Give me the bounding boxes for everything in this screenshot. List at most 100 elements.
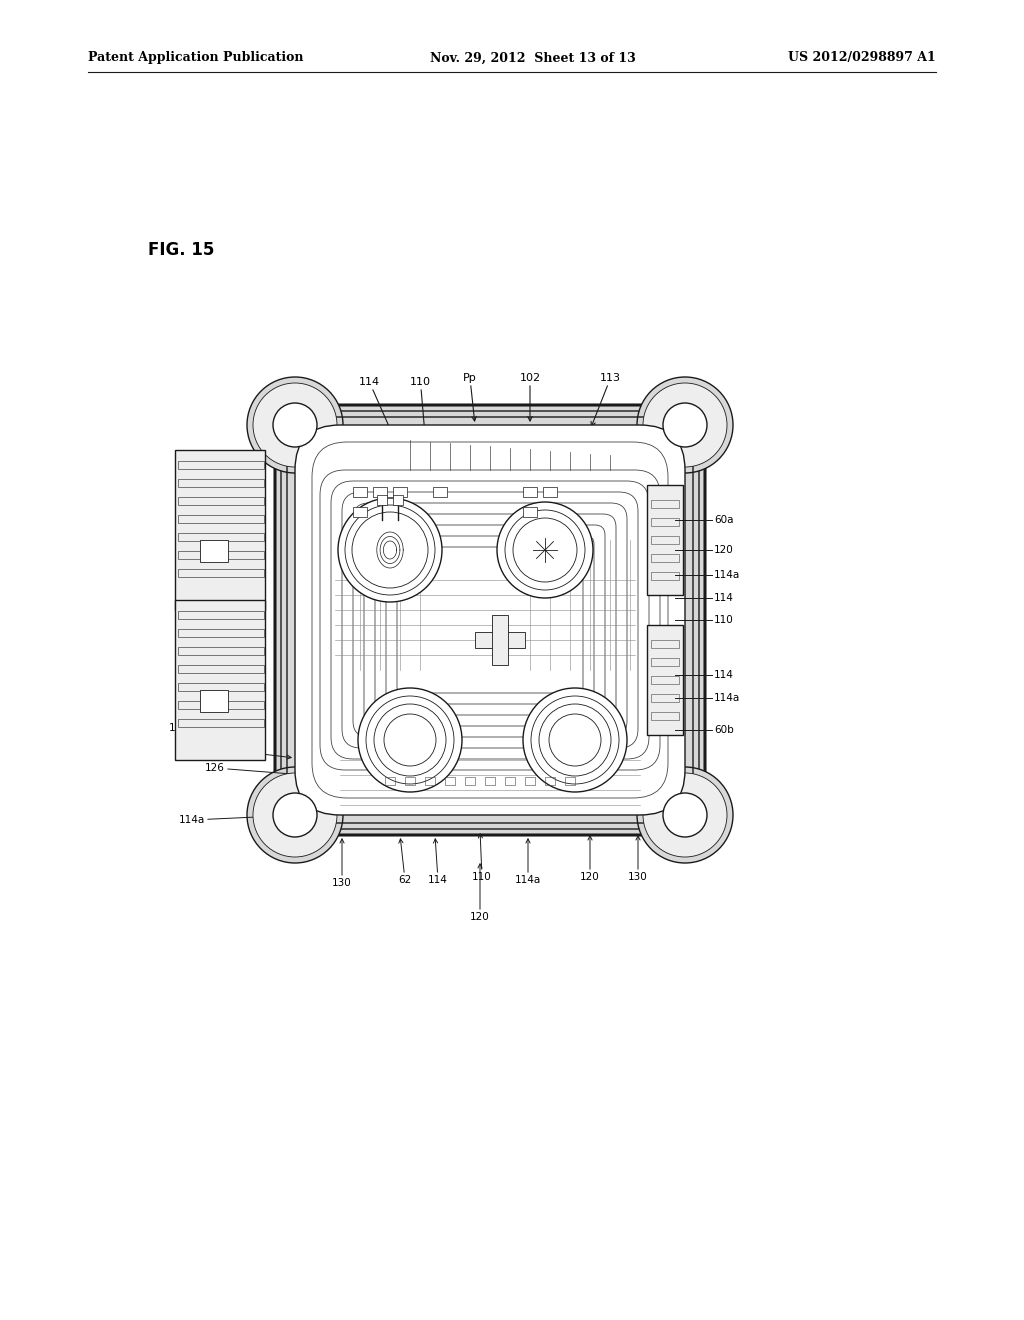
Bar bbox=[523, 507, 537, 517]
Text: 110: 110 bbox=[714, 615, 734, 624]
Bar bbox=[651, 657, 679, 667]
Circle shape bbox=[273, 403, 317, 447]
Bar bbox=[651, 517, 679, 525]
Text: 113: 113 bbox=[591, 374, 621, 426]
Bar bbox=[465, 777, 475, 785]
Text: Nov. 29, 2012  Sheet 13 of 13: Nov. 29, 2012 Sheet 13 of 13 bbox=[430, 51, 636, 65]
Text: 114: 114 bbox=[714, 671, 734, 680]
Text: 120: 120 bbox=[470, 863, 489, 921]
Bar bbox=[445, 777, 455, 785]
Bar bbox=[377, 495, 387, 506]
Bar bbox=[651, 676, 679, 684]
Text: 124a: 124a bbox=[199, 743, 291, 759]
Text: 102c: 102c bbox=[237, 535, 264, 545]
Bar bbox=[353, 487, 367, 498]
Bar bbox=[651, 554, 679, 562]
Text: 120: 120 bbox=[581, 836, 600, 882]
Text: 114a: 114a bbox=[179, 813, 296, 825]
Text: US 2012/0298897 A1: US 2012/0298897 A1 bbox=[788, 51, 936, 65]
Text: 110: 110 bbox=[410, 378, 431, 432]
Text: 120: 120 bbox=[714, 545, 734, 554]
Bar bbox=[178, 461, 264, 469]
Circle shape bbox=[247, 378, 343, 473]
Text: 62: 62 bbox=[398, 838, 412, 884]
Bar bbox=[651, 536, 679, 544]
Circle shape bbox=[643, 383, 727, 467]
Bar bbox=[178, 647, 264, 655]
Circle shape bbox=[637, 767, 733, 863]
Bar bbox=[178, 479, 264, 487]
Circle shape bbox=[247, 767, 343, 863]
Bar bbox=[200, 540, 228, 562]
Bar bbox=[178, 533, 264, 541]
Text: 102d: 102d bbox=[169, 723, 258, 750]
Bar bbox=[373, 487, 387, 498]
Bar bbox=[651, 572, 679, 579]
Text: 114a: 114a bbox=[714, 693, 740, 704]
Bar bbox=[385, 777, 395, 785]
Bar bbox=[492, 615, 508, 665]
Bar bbox=[565, 777, 575, 785]
FancyBboxPatch shape bbox=[295, 425, 685, 814]
Bar bbox=[433, 487, 447, 498]
Bar bbox=[178, 569, 264, 577]
Bar bbox=[393, 495, 403, 506]
Bar bbox=[651, 711, 679, 719]
Text: 60b: 60b bbox=[714, 725, 734, 735]
Text: 110: 110 bbox=[472, 834, 492, 882]
Bar bbox=[647, 484, 683, 595]
Bar bbox=[353, 507, 367, 517]
Text: Pp: Pp bbox=[463, 374, 477, 421]
Text: FIG. 15: FIG. 15 bbox=[148, 242, 214, 259]
Bar bbox=[175, 450, 265, 610]
Bar bbox=[545, 777, 555, 785]
Circle shape bbox=[338, 498, 442, 602]
Bar bbox=[178, 701, 264, 709]
Text: 102: 102 bbox=[519, 374, 541, 421]
Bar bbox=[651, 500, 679, 508]
Text: Pm: Pm bbox=[225, 475, 243, 484]
Circle shape bbox=[253, 383, 337, 467]
Circle shape bbox=[358, 688, 462, 792]
Text: 130: 130 bbox=[332, 840, 352, 888]
Text: 60a: 60a bbox=[714, 515, 733, 525]
Bar bbox=[425, 777, 435, 785]
Bar bbox=[406, 777, 415, 785]
Bar bbox=[647, 624, 683, 735]
Circle shape bbox=[637, 378, 733, 473]
Text: Patent Application Publication: Patent Application Publication bbox=[88, 51, 303, 65]
FancyBboxPatch shape bbox=[275, 405, 705, 836]
Bar bbox=[175, 601, 265, 760]
Circle shape bbox=[497, 502, 593, 598]
Bar bbox=[178, 611, 264, 619]
Bar bbox=[178, 498, 264, 506]
Text: 114a: 114a bbox=[515, 840, 541, 884]
Bar bbox=[543, 487, 557, 498]
Circle shape bbox=[663, 793, 707, 837]
Bar bbox=[393, 487, 407, 498]
Circle shape bbox=[523, 688, 627, 792]
Bar bbox=[485, 777, 495, 785]
Bar bbox=[178, 550, 264, 558]
Bar bbox=[523, 487, 537, 498]
Text: 114: 114 bbox=[428, 838, 447, 884]
Bar bbox=[178, 682, 264, 690]
Bar bbox=[178, 719, 264, 727]
Bar bbox=[475, 632, 525, 648]
Text: 130: 130 bbox=[672, 389, 711, 461]
Text: 114: 114 bbox=[714, 593, 734, 603]
Bar bbox=[200, 690, 228, 711]
Circle shape bbox=[643, 774, 727, 857]
Bar bbox=[178, 665, 264, 673]
Bar bbox=[178, 630, 264, 638]
Bar bbox=[178, 515, 264, 523]
Text: 130: 130 bbox=[628, 836, 648, 882]
Circle shape bbox=[273, 793, 317, 837]
Bar bbox=[651, 640, 679, 648]
Text: 114: 114 bbox=[358, 378, 393, 437]
Bar bbox=[525, 777, 535, 785]
Bar bbox=[505, 777, 515, 785]
Text: 126: 126 bbox=[205, 763, 301, 776]
Circle shape bbox=[663, 403, 707, 447]
Text: 114a: 114a bbox=[714, 570, 740, 579]
